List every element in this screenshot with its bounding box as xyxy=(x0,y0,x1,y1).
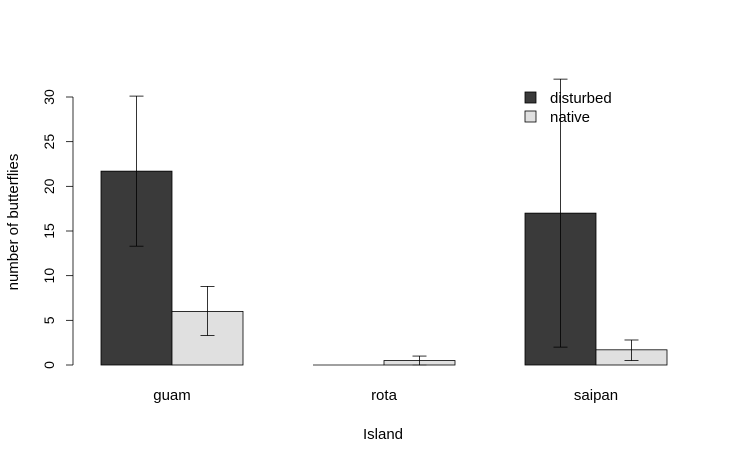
bars-layer xyxy=(100,170,668,366)
y-tick-label: 10 xyxy=(41,268,57,284)
legend-swatch-disturbed xyxy=(524,91,537,104)
x-axis-labels: guam rota saipan xyxy=(153,387,618,404)
y-tick-label: 25 xyxy=(41,134,57,150)
x-axis-title: Island xyxy=(363,426,403,443)
x-tick-label-saipan: saipan xyxy=(574,387,618,404)
y-tick-label: 15 xyxy=(41,223,57,239)
legend-label-native: native xyxy=(550,109,590,126)
y-tick-label: 20 xyxy=(41,178,57,194)
legend-label-disturbed: disturbed xyxy=(550,90,612,107)
error-bar-native-saipan xyxy=(624,339,639,361)
error-bar-native-rota xyxy=(412,355,427,366)
x-tick-label-rota: rota xyxy=(371,387,398,404)
legend-swatch-native xyxy=(524,110,537,123)
error-bars-layer xyxy=(129,78,639,366)
y-axis-title: number of butterflies xyxy=(5,154,22,291)
y-tick-label: 5 xyxy=(41,316,57,324)
y-axis: 0 5 10 15 20 25 30 xyxy=(41,89,74,369)
x-tick-label-guam: guam xyxy=(153,387,191,404)
y-tick-label: 0 xyxy=(41,361,57,369)
error-bar-disturbed-saipan xyxy=(553,78,568,348)
error-bar-native-guam xyxy=(200,285,215,336)
legend: disturbed native xyxy=(524,90,612,126)
y-tick-label: 30 xyxy=(41,89,57,105)
error-bar-disturbed-guam xyxy=(129,95,144,247)
